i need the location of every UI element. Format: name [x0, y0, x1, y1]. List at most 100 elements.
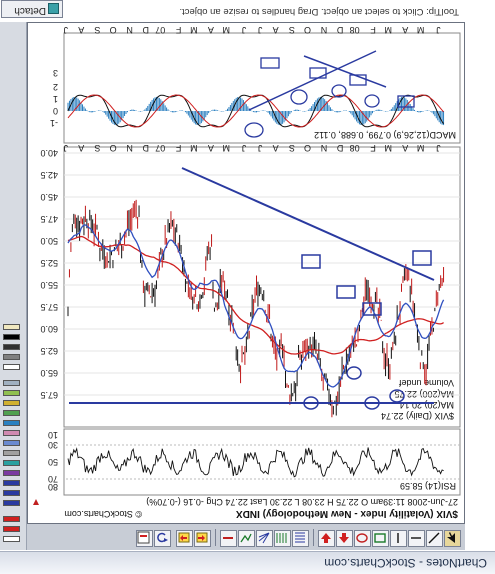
swatch-blue[interactable]	[3, 500, 20, 506]
arrow-down-tool-button[interactable]	[318, 530, 335, 547]
swatch-yellow[interactable]	[3, 400, 20, 406]
macd-peak-box[interactable]	[260, 57, 280, 69]
swatch-slate[interactable]	[3, 380, 20, 386]
swatch-lime[interactable]	[3, 390, 20, 396]
month-label: M	[190, 143, 198, 153]
swatch-white[interactable]	[3, 364, 20, 370]
style-tool-button[interactable]	[176, 530, 193, 547]
low-marker-circle[interactable]	[364, 396, 380, 410]
swatch-blue[interactable]	[3, 490, 20, 496]
legend-ma-short: MA(20) 20.14	[399, 400, 454, 410]
price-panel	[63, 146, 461, 428]
fibonacci-tool-button[interactable]	[292, 530, 309, 547]
color-tool-button[interactable]	[194, 530, 211, 547]
rsi-axis-label: 10	[48, 430, 58, 440]
macd-peak-box[interactable]	[309, 67, 327, 79]
month-label: A	[208, 25, 214, 35]
swatch-grey[interactable]	[3, 354, 20, 360]
pitchfork-tool-button[interactable]	[256, 530, 273, 547]
swatch-blue[interactable]	[3, 420, 20, 426]
month-label: O	[304, 25, 311, 35]
pointer-tool-button[interactable]	[444, 530, 461, 547]
legend-price: $VIX (Daily) 22.74	[381, 411, 454, 421]
gann-tool-button[interactable]	[274, 530, 291, 547]
macd-trendline-upper[interactable]	[303, 55, 387, 88]
resistance-trendline[interactable]	[181, 167, 435, 281]
macd-axis-label: 2	[53, 82, 58, 92]
peak-marker-box[interactable]	[412, 250, 432, 266]
rectangle-tool-button[interactable]	[372, 530, 389, 547]
save-tool-button[interactable]	[136, 530, 153, 547]
price-axis-label: 62.5	[40, 346, 58, 356]
macd-trendline-lower[interactable]	[248, 50, 377, 111]
price-axis-label: 52.5	[40, 258, 58, 268]
month-label: A	[208, 143, 214, 153]
swatch-grey[interactable]	[3, 450, 20, 456]
copyright-label: © StockCharts.com	[64, 509, 142, 519]
swatch-blue[interactable]	[3, 480, 20, 486]
month-label: 08	[350, 25, 360, 35]
price-axis-label: 47.5	[40, 214, 58, 224]
month-label: F	[175, 143, 181, 153]
speed-lines-tool-button[interactable]	[238, 530, 255, 547]
swatch-lightblue[interactable]	[3, 440, 20, 446]
horizontal-line-tool-button[interactable]	[408, 530, 425, 547]
macd-peak-box[interactable]	[397, 95, 415, 108]
ma-long-line	[67, 235, 444, 355]
price-axis-label: 65.0	[40, 368, 58, 378]
low-marker-circle[interactable]	[346, 366, 362, 380]
arrow-up-tool-button[interactable]	[336, 530, 353, 547]
macd-trough-circle[interactable]	[364, 94, 380, 108]
month-label: N	[126, 25, 133, 35]
vertical-line-tool-button[interactable]	[390, 530, 407, 547]
macd-peak-box[interactable]	[349, 74, 367, 86]
month-axis-macd: J A S O N D 07 F M A M J J A S O N D 08 F M A M J	[64, 25, 441, 35]
month-label: S	[289, 143, 295, 153]
low-marker-circle[interactable]	[303, 396, 319, 410]
month-label: J	[242, 25, 247, 35]
swatch-red[interactable]	[3, 516, 20, 522]
month-label: A	[402, 25, 408, 35]
swatch-purple[interactable]	[3, 470, 20, 476]
peak-marker-box[interactable]	[362, 302, 382, 316]
price-axis-label: 57.5	[40, 302, 58, 312]
month-label: A	[78, 143, 84, 153]
macd-trough-circle[interactable]	[331, 84, 347, 98]
price-axis-label: 42.5	[40, 170, 58, 180]
month-label: M	[385, 143, 393, 153]
low-marker-circle[interactable]	[389, 389, 405, 403]
month-label: N	[321, 143, 328, 153]
swatch-cream[interactable]	[3, 324, 20, 330]
macd-signal-line	[67, 94, 444, 128]
chart-canvas[interactable]: $VIX (Volatility Index - New Methodology…	[27, 22, 465, 524]
month-label: A	[273, 143, 279, 153]
month-label: M	[223, 143, 231, 153]
macd-trough-circle[interactable]	[244, 122, 264, 138]
swatch-teal[interactable]	[3, 460, 20, 466]
peak-marker-box[interactable]	[336, 285, 356, 299]
month-label: M	[190, 25, 198, 35]
rsi-panel	[63, 428, 461, 496]
macd-line	[67, 94, 445, 128]
line-tool-button[interactable]	[426, 530, 443, 547]
month-label: F	[370, 143, 376, 153]
swatch-white[interactable]	[3, 536, 20, 542]
ellipse-tool-button[interactable]	[354, 530, 371, 547]
swatch-dark[interactable]	[3, 344, 20, 350]
detach-icon	[48, 3, 59, 14]
swatch-black[interactable]	[3, 334, 20, 340]
swatch-green[interactable]	[3, 410, 20, 416]
macd-axis-label: -1	[50, 118, 58, 128]
swatch-pink[interactable]	[3, 430, 20, 436]
collapse-arrow-icon[interactable]	[33, 499, 39, 505]
detach-button[interactable]: Detach	[1, 0, 63, 18]
swatch-red[interactable]	[3, 526, 20, 532]
month-label: 07	[155, 143, 165, 153]
macd-panel	[63, 32, 461, 144]
text-tool-button[interactable]	[220, 530, 237, 547]
undo-tool-button[interactable]	[154, 530, 171, 547]
peak-marker-box[interactable]	[301, 254, 321, 269]
color-palette	[0, 22, 27, 550]
macd-trough-circle[interactable]	[290, 89, 308, 105]
